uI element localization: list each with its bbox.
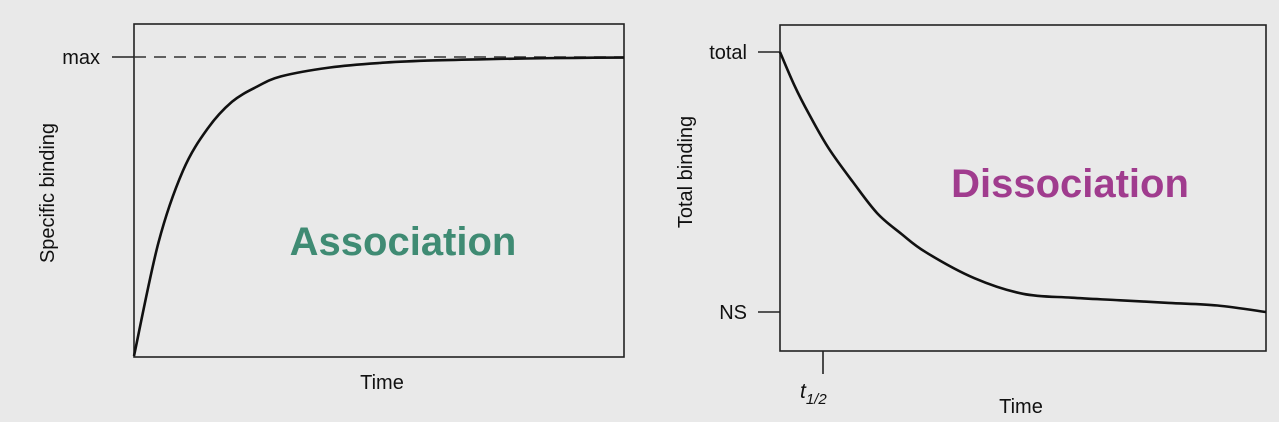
dissociation-x-axis-label: Time xyxy=(999,396,1043,418)
association-y-axis-label: Specific binding xyxy=(37,123,59,263)
association-title: Association xyxy=(290,220,517,264)
association-y-tick-max: max xyxy=(62,47,100,69)
association-x-axis-label: Time xyxy=(360,372,404,394)
dissociation-plot-frame xyxy=(779,24,1267,352)
dissociation-title: Dissociation xyxy=(951,162,1189,206)
association-panel: max Association Time Specific binding xyxy=(37,23,625,394)
association-plot-frame xyxy=(133,23,625,358)
dissociation-y-tick-total: total xyxy=(709,42,747,64)
dissociation-panel: total NS t1/2 Dissociation Time Total bi… xyxy=(675,24,1267,418)
dissociation-x-tick-half-life: t1/2 xyxy=(800,380,827,408)
dissociation-curve xyxy=(778,51,1267,314)
dissociation-y-tick-ns: NS xyxy=(719,302,747,324)
dissociation-y-axis-label: Total binding xyxy=(675,116,697,228)
association-curve xyxy=(132,56,625,357)
